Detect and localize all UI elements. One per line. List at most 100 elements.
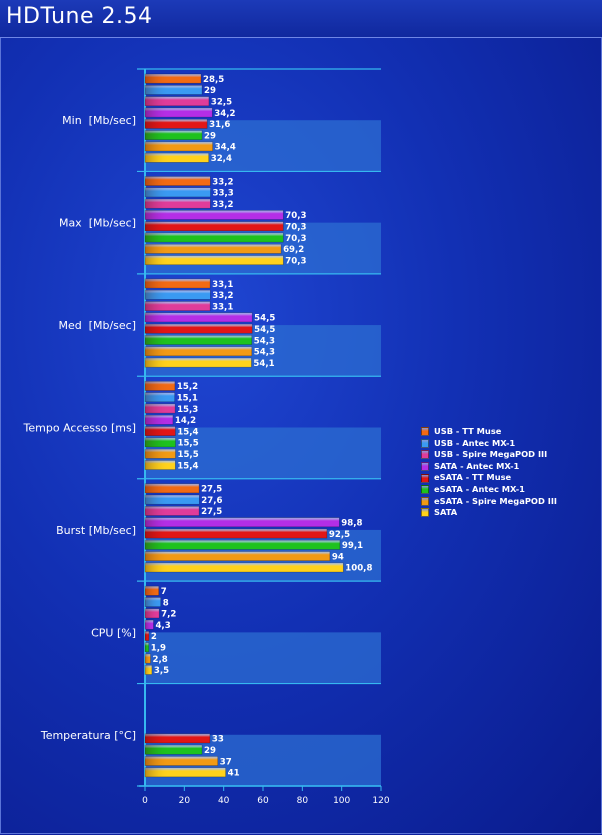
data-label: 34,4 <box>215 143 236 153</box>
category-label: Min [Mb/sec] <box>62 114 136 127</box>
legend-item: USB - Spire MegaPOD III <box>421 449 557 461</box>
bar <box>144 539 341 550</box>
bar-shade <box>145 290 169 300</box>
data-label: 70,3 <box>285 211 306 221</box>
legend-swatch <box>421 485 429 495</box>
data-label: 15,5 <box>177 450 198 460</box>
bar-shade <box>145 733 169 743</box>
data-label: 15,4 <box>177 427 198 437</box>
data-label: 2 <box>151 632 157 642</box>
bar-shade <box>145 210 169 220</box>
bar-shade <box>145 199 169 209</box>
legend-label: SATA - Antec MX-1 <box>434 460 520 471</box>
legend-item: eSATA - Spire MegaPOD III <box>421 496 557 508</box>
legend-item: eSATA - TT Muse <box>421 472 557 484</box>
data-label: 33 <box>212 735 224 745</box>
legend-swatch <box>421 496 429 506</box>
data-label: 70,3 <box>285 256 306 266</box>
bar-shade <box>145 74 169 84</box>
data-label: 54,3 <box>254 348 275 358</box>
x-tick-label: 100 <box>333 796 350 806</box>
bar <box>144 528 328 539</box>
bar-shade <box>145 392 169 402</box>
bar-shade <box>145 551 169 561</box>
data-label: 54,3 <box>254 336 275 346</box>
bar-shade <box>145 437 169 447</box>
legend-item: SATA - Antec MX-1 <box>421 461 557 473</box>
bar-shade <box>145 221 169 231</box>
data-label: 92,5 <box>329 530 350 540</box>
data-label: 33,2 <box>212 291 233 301</box>
data-label: 33,3 <box>212 189 233 199</box>
legend-label: USB - Spire MegaPOD III <box>434 449 548 460</box>
legend-swatch <box>421 438 429 448</box>
bar-shade <box>145 506 169 516</box>
data-label: 100,8 <box>345 564 372 574</box>
legend-swatch <box>421 508 429 518</box>
data-label: 14,2 <box>175 416 196 426</box>
bar <box>144 551 331 562</box>
bar-shade <box>145 426 169 436</box>
bar-shade <box>145 540 169 550</box>
legend-item: eSATA - Antec MX-1 <box>421 484 557 496</box>
data-label: 15,4 <box>177 461 198 471</box>
chart-panel: 0 20 40 60 80 100 120 Min [Mb/sec] Max [Mb/sec] M… <box>0 38 602 834</box>
x-tick-label: 60 <box>257 796 269 806</box>
data-label: 70,3 <box>285 223 306 233</box>
legend-label: USB - TT Muse <box>434 426 502 436</box>
bar-shade <box>145 130 169 140</box>
data-label: 28,5 <box>203 75 224 85</box>
title-bar: HDTune 2.54 <box>0 0 602 39</box>
x-tick-label: 40 <box>218 796 230 806</box>
data-label: 8 <box>163 598 169 608</box>
legend-label: eSATA - Antec MX-1 <box>434 483 525 494</box>
bar-shade <box>145 653 151 664</box>
band <box>145 427 381 479</box>
bar-shade <box>145 255 169 265</box>
data-label: 98,8 <box>341 519 362 529</box>
bar-shade <box>145 597 161 607</box>
bar-shade <box>145 346 169 356</box>
data-label: 94 <box>332 552 344 562</box>
data-label: 32,5 <box>211 98 232 108</box>
bar-shade <box>145 187 169 197</box>
legend-label: eSATA - Spire MegaPOD III <box>434 495 557 506</box>
bar <box>144 562 344 573</box>
data-label: 7 <box>161 587 167 597</box>
bar <box>144 517 340 528</box>
data-label: 15,5 <box>177 439 198 449</box>
data-label: 33,2 <box>212 177 233 187</box>
bar-shade <box>145 381 169 391</box>
bar-shade <box>145 620 154 630</box>
bar-chart: 0 20 40 60 80 100 120 Min [Mb/sec] Max [Mb/sec] M… <box>23 68 390 806</box>
data-label: 15,1 <box>177 393 198 403</box>
category-label: Temperatura [°C] <box>40 729 136 742</box>
bar-shade <box>145 745 169 755</box>
legend-label: eSATA - TT Muse <box>434 472 512 483</box>
bar-shade <box>145 756 169 766</box>
category-label: Burst [Mb/sec] <box>56 524 136 537</box>
bar-shade <box>145 324 169 334</box>
data-label: 33,1 <box>212 280 233 290</box>
bar-shade <box>145 449 169 459</box>
bar-shade <box>145 528 169 539</box>
bar-shade <box>145 96 169 106</box>
x-tick-label: 80 <box>297 796 309 806</box>
data-label: 33,1 <box>212 302 233 312</box>
bar-shade <box>145 517 169 527</box>
data-label: 54,5 <box>254 325 275 335</box>
category-label: Tempo Accesso [ms] <box>23 422 136 435</box>
bar-shade <box>145 460 169 470</box>
bar-shade <box>145 562 169 573</box>
legend-item: SATA <box>421 507 557 519</box>
data-label: 33,2 <box>212 200 233 210</box>
bar-shade <box>145 403 169 414</box>
legend-swatch <box>421 473 429 483</box>
band <box>145 632 381 684</box>
bar-shade <box>145 631 149 641</box>
bar-shade <box>145 665 152 675</box>
bar-shade <box>145 608 160 618</box>
x-tick-label: 0 <box>142 796 148 806</box>
data-label: 15,3 <box>177 405 198 415</box>
category-label: Max [Mb/sec] <box>59 217 136 230</box>
